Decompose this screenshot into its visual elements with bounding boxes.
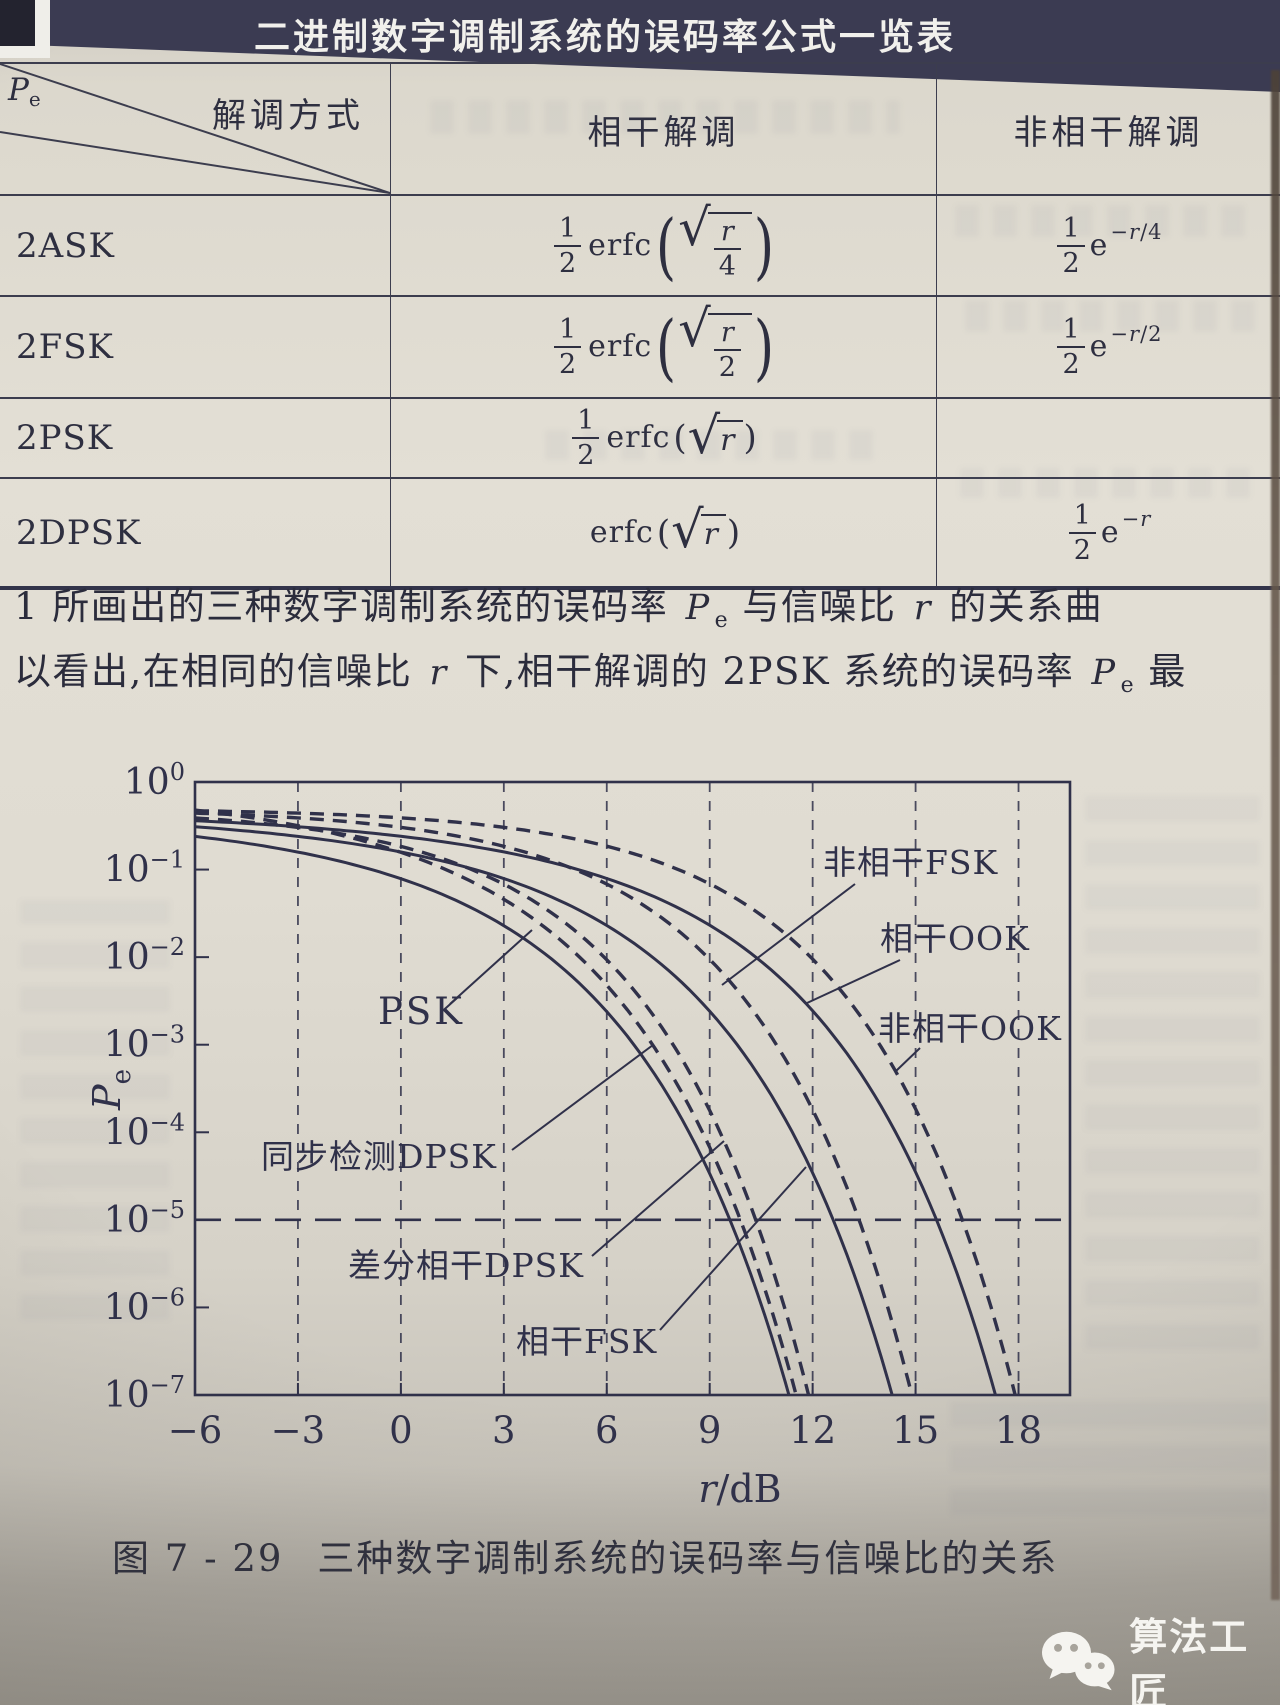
wechat-logo-icon [1042, 1631, 1115, 1691]
leader-PSK [449, 929, 533, 1005]
table-corner-cell: Pe 解调方式 [0, 64, 390, 194]
corner-pe-label: Pe [8, 72, 41, 111]
x-tick-label: 18 [995, 1409, 1042, 1452]
y-tick-label: 10−3 [104, 1021, 185, 1066]
formula-2dpsk-noncoherent: 1 2 e −r [936, 479, 1280, 586]
figure-number: 图 7 - 29 [112, 1537, 284, 1580]
leader-差分相干DPSK [591, 1140, 725, 1257]
y-axis-title: Pe [85, 1069, 137, 1111]
table-row: 2PSK 1 2 erfc(√ r) [0, 399, 1280, 479]
x-tick-label: 12 [789, 1409, 836, 1452]
x-axis-title: r/dB [698, 1467, 781, 1511]
formula-2ask-noncoherent: 1 2 e −r/4 [936, 196, 1280, 295]
x-tick-label: 3 [492, 1409, 516, 1452]
curve-非相干OOK [195, 809, 1017, 1395]
curve-相干FSK [195, 825, 894, 1395]
x-tick-label: 15 [892, 1409, 939, 1452]
leader-非相干FSK [721, 883, 856, 986]
y-tick-label: 100 [124, 758, 185, 803]
y-tick-label: 10−4 [104, 1108, 185, 1153]
curves [195, 808, 1017, 1395]
formula-2fsk-coherent: 1 2 erfc(√ r 2) [390, 297, 936, 397]
curve-差分相干DPSK [195, 816, 811, 1395]
figure-caption-text: 三种数字调制系统的误码率与信噪比的关系 [317, 1537, 1059, 1580]
table-row: 2DPSK erfc(√ r) 1 2 e −r [0, 479, 1280, 586]
corner-demod-label: 解调方式 [212, 96, 364, 136]
table-row: 2ASK 1 2 erfc(√ r 4) 1 2 e −r/4 [0, 196, 1280, 297]
diagonal-split-lines [0, 64, 390, 194]
y-tick-label: 10−1 [104, 846, 185, 891]
leader-相干OOK [806, 959, 901, 1004]
ber-formula-table: Pe 解调方式 相干解调 非相干解调 2ASK 1 2 erfc(√ r 4) 1 2 e −… [0, 62, 1280, 590]
formula-2dpsk-coherent: erfc(√ r) [390, 479, 936, 586]
formula-2fsk-noncoherent: 1 2 e −r/2 [936, 297, 1280, 397]
x-tick-label: −3 [271, 1409, 326, 1452]
plot-border [193, 780, 1072, 1397]
leader-非相干OOK [895, 1047, 921, 1072]
formula-2ask-coherent: 1 2 erfc(√ r 4) [390, 196, 936, 295]
series-label: 非相干FSK [823, 843, 999, 882]
row-label-2psk: 2PSK [16, 418, 114, 458]
x-tick-label: 6 [595, 1409, 619, 1452]
y-tick-label: 10−5 [104, 1196, 185, 1241]
formula-2psk-noncoherent [936, 399, 1280, 477]
x-tick-label: 9 [698, 1409, 722, 1452]
series-label: 同步检测DPSK [261, 1137, 497, 1176]
series-label: PSK [378, 990, 465, 1033]
formula-2psk-coherent: 1 2 erfc(√ r) [390, 399, 936, 477]
curve-PSK [195, 834, 791, 1395]
curve-同步检测DPSK [195, 808, 798, 1395]
row-label-2dpsk: 2DPSK [16, 512, 142, 553]
book-spine-corner [0, 0, 35, 46]
header-noncoherent: 非相干解调 [936, 64, 1280, 194]
x-tick-label: −6 [168, 1409, 223, 1452]
x-tick-label: 0 [389, 1409, 413, 1452]
series-label: 非相干OOK [878, 1009, 1062, 1048]
table-header-row: Pe 解调方式 相干解调 非相干解调 [0, 64, 1280, 196]
table-row: 2FSK 1 2 erfc(√ r 2) 1 2 e −r/2 [0, 297, 1280, 399]
watermark-text: 算法工匠 [1129, 1615, 1250, 1705]
series-label: 差分相干DPSK [348, 1246, 584, 1285]
row-label-2ask: 2ASK [16, 225, 115, 266]
series-label: 相干FSK [516, 1322, 658, 1361]
leader-相干FSK [659, 1166, 807, 1331]
table-title: 二进制数字调制系统的误码率公式一览表 [253, 16, 956, 58]
y-tick-label: 10−7 [104, 1371, 185, 1416]
y-tick-label: 10−6 [104, 1283, 185, 1328]
y-tick-label: 10−2 [104, 933, 185, 978]
curve-相干OOK [195, 819, 998, 1395]
series-label: 相干OOK [880, 919, 1030, 958]
row-label-2fsk: 2FSK [16, 327, 114, 367]
watermark: 算法工匠 [1042, 1606, 1280, 1705]
photo-right-edge [1271, 70, 1280, 1600]
figure-caption: 图 7 - 29 三种数字调制系统的误码率与信噪比的关系 [112, 1528, 1058, 1582]
header-coherent: 相干解调 [390, 64, 936, 194]
leader-同步检测DPSK [511, 1044, 654, 1151]
